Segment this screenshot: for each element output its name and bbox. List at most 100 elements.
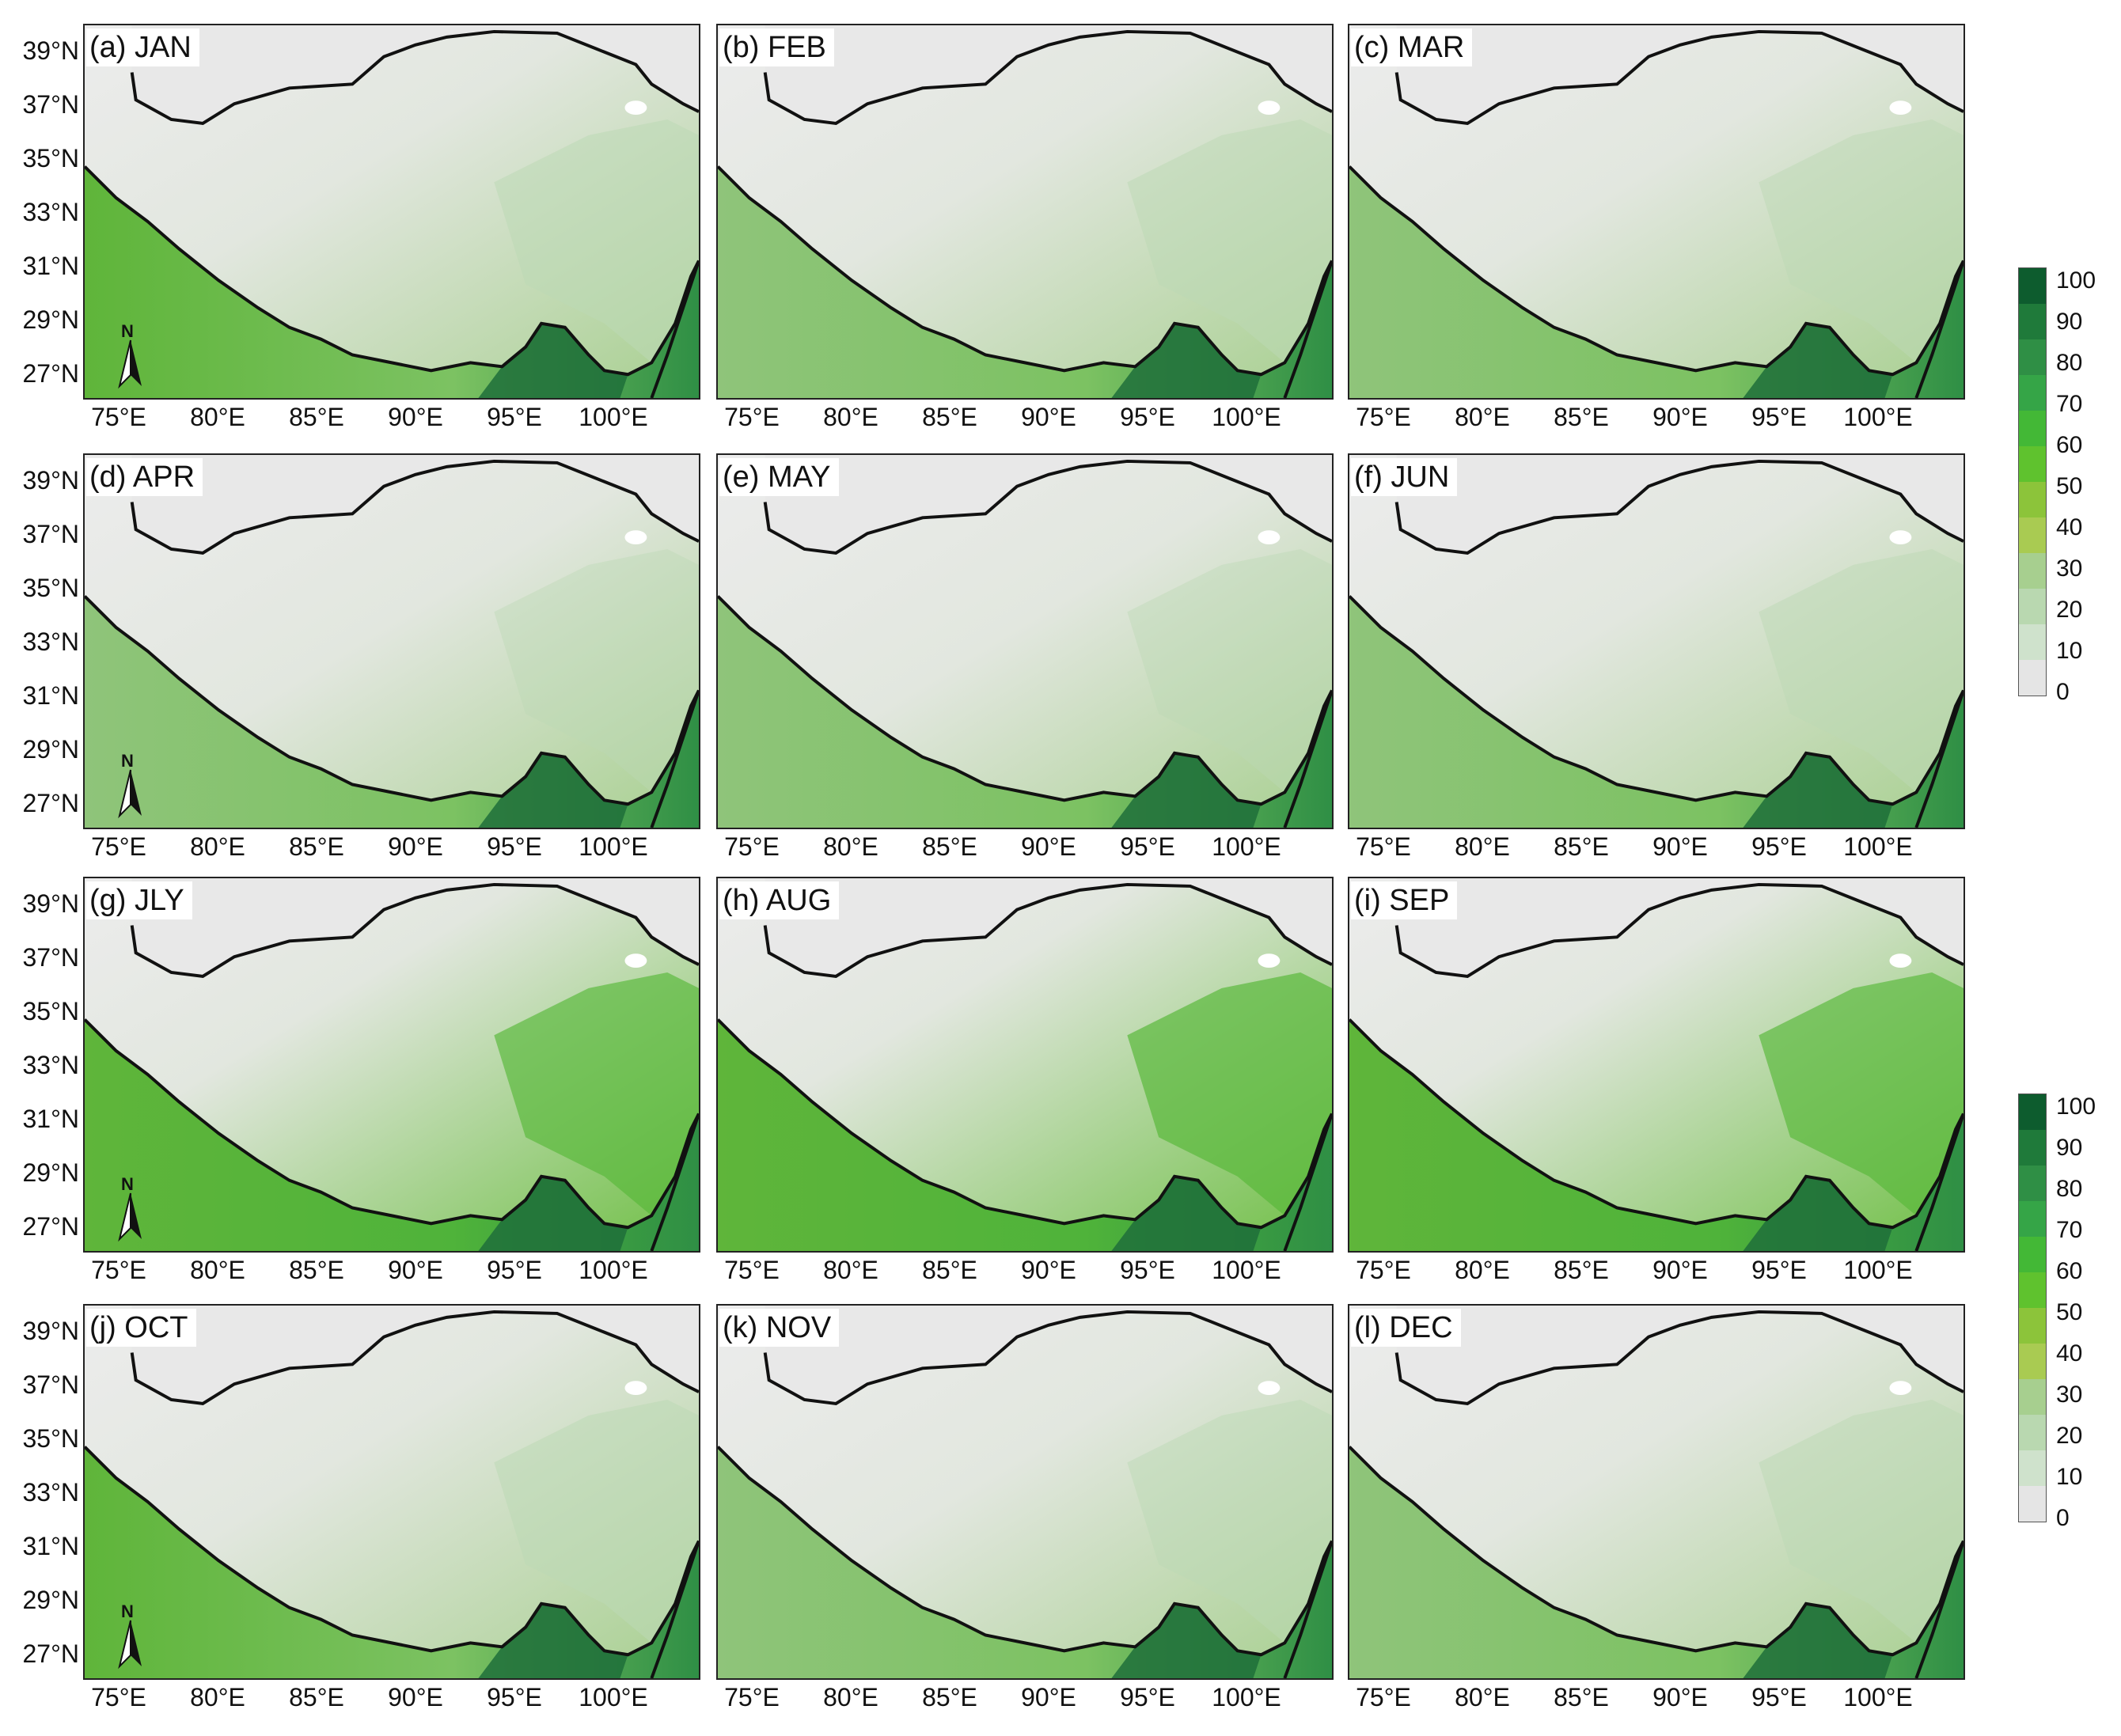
east-boundary-line	[1914, 1540, 1964, 1678]
lat-tick-label: 27°N	[22, 1639, 80, 1668]
map-panel-8: (h) AUG	[716, 877, 1334, 1253]
forest-area	[1743, 323, 1893, 398]
lon-tick-label: 75°E	[91, 403, 146, 431]
lat-tick-label: 37°N	[22, 1370, 80, 1399]
lon-tick-label: 90°E	[1021, 403, 1076, 431]
east-plateau-area	[494, 119, 699, 363]
map-canvas	[1349, 1306, 1964, 1678]
colorbar-swatch	[2019, 553, 2046, 589]
colorbar-swatch	[2019, 1379, 2046, 1415]
colorbar-swatch	[2019, 268, 2046, 304]
lon-tick-label: 90°E	[1021, 1683, 1076, 1711]
colorbar-tick-label: 60	[2056, 432, 2083, 458]
lat-tick-label: 29°N	[22, 735, 80, 764]
lon-tick-label: 95°E	[487, 1683, 542, 1711]
colorbar-tick-label: 90	[2056, 309, 2083, 335]
south-boundary-line	[85, 595, 699, 806]
map-panel-9: (i) SEP	[1348, 877, 1965, 1253]
lon-tick-label: 80°E	[190, 832, 245, 861]
lon-tick-label: 95°E	[1751, 1683, 1807, 1711]
map-canvas	[1349, 25, 1964, 398]
lake-marker	[1258, 1381, 1281, 1396]
lat-tick-label: 35°N	[22, 997, 80, 1025]
lon-tick-label: 80°E	[1455, 1256, 1510, 1284]
colorbar-swatch	[2019, 1450, 2046, 1486]
map-canvas	[718, 455, 1332, 828]
colorbar-swatch	[2019, 339, 2046, 375]
south-boundary-line	[1349, 1446, 1964, 1657]
forest-area	[478, 752, 628, 828]
lon-tick-label: 100°E	[1212, 1256, 1281, 1284]
lon-tick-label: 80°E	[190, 403, 245, 431]
map-panel-12: (l) DEC	[1348, 1304, 1965, 1680]
lat-tick-label: 31°N	[22, 1105, 80, 1133]
colorbar-tick-label: 50	[2056, 1299, 2083, 1325]
lake-marker	[1889, 100, 1912, 116]
north-arrow-icon: N	[115, 321, 146, 389]
panel-label: (k) NOV	[719, 1309, 840, 1347]
lon-tick-label: 80°E	[823, 1256, 878, 1284]
map-canvas	[1349, 455, 1964, 828]
lon-tick-label: 85°E	[289, 403, 344, 431]
east-plateau-area	[1127, 119, 1332, 363]
lon-tick-label: 100°E	[1212, 1683, 1281, 1711]
lon-tick-label: 100°E	[1212, 832, 1281, 861]
tarim-basin-area	[131, 878, 699, 976]
colorbar-swatch	[2019, 1094, 2046, 1130]
east-plateau-area	[1759, 1399, 1964, 1643]
colorbar-swatch	[2019, 660, 2046, 696]
lon-tick-label: 90°E	[388, 1256, 443, 1284]
lon-tick-label: 100°E	[1843, 832, 1913, 861]
south-boundary-line	[85, 165, 699, 377]
lake-marker	[624, 530, 647, 545]
lon-tick-label: 85°E	[1554, 1256, 1609, 1284]
north-arrow-glyph	[118, 1620, 142, 1670]
colorbar-tick-label: 10	[2056, 1464, 2083, 1490]
lon-tick-label: 85°E	[289, 1683, 344, 1711]
lat-tick-label: 39°N	[22, 466, 80, 495]
colorbar-tick-label: 40	[2056, 1340, 2083, 1366]
east-plateau-area	[1759, 119, 1964, 363]
lat-tick-label: 35°N	[22, 574, 80, 602]
north-arrow-label: N	[121, 321, 134, 341]
colorbar-tick-label: 30	[2056, 555, 2083, 582]
colorbar-swatch	[2019, 304, 2046, 339]
south-boundary-line	[1349, 595, 1964, 806]
map-canvas	[85, 455, 699, 828]
map-canvas	[85, 25, 699, 398]
lat-tick-label: 27°N	[22, 359, 80, 388]
east-boundary-line	[650, 1540, 699, 1678]
forest-area	[1111, 752, 1262, 828]
tarim-basin-area	[765, 25, 1332, 123]
north-arrow-icon: N	[115, 1174, 146, 1242]
lon-tick-label: 90°E	[388, 832, 443, 861]
tarim-basin-area	[1396, 25, 1964, 123]
lat-tick-label: 27°N	[22, 789, 80, 817]
colorbar-tick-label: 70	[2056, 1217, 2083, 1243]
panel-label: (a) JAN	[86, 28, 199, 66]
north-arrow-label: N	[121, 1601, 134, 1621]
panel-label: (i) SEP	[1351, 881, 1458, 919]
panel-label: (f) JUN	[1351, 458, 1458, 496]
tarim-basin-area	[765, 1306, 1332, 1404]
lon-tick-label: 90°E	[1652, 1256, 1708, 1284]
lat-tick-label: 29°N	[22, 305, 80, 334]
lon-tick-label: 80°E	[1455, 832, 1510, 861]
lon-tick-label: 75°E	[724, 832, 780, 861]
north-boundary-line	[763, 29, 1332, 126]
forest-area	[478, 1176, 628, 1251]
south-boundary-line	[718, 1446, 1332, 1657]
east-boundary-line	[650, 260, 699, 398]
lon-tick-label: 95°E	[487, 832, 542, 861]
tarim-basin-area	[765, 455, 1332, 553]
colorbar-swatch	[2019, 1272, 2046, 1308]
lake-marker	[1889, 1381, 1912, 1396]
east-boundary-line	[1283, 689, 1332, 828]
forest-area	[1111, 1603, 1262, 1678]
lon-tick-label: 95°E	[1120, 403, 1175, 431]
lon-tick-label: 85°E	[1554, 403, 1609, 431]
colorbar-swatch	[2019, 411, 2046, 446]
lon-tick-label: 75°E	[724, 1256, 780, 1284]
lat-tick-label: 27°N	[22, 1212, 80, 1241]
lat-tick-label: 37°N	[22, 520, 80, 548]
